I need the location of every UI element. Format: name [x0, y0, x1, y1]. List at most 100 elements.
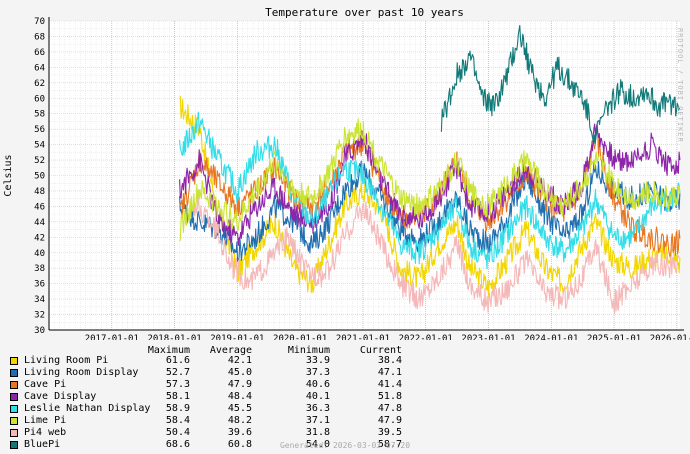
y-tick-label: 60 — [34, 94, 45, 104]
legend-value-avg: 47.9 — [227, 379, 252, 390]
generated-timestamp: Generated: 2026-03-03 07:20 — [279, 441, 411, 450]
legend-value-max: 58.4 — [165, 415, 190, 426]
legend-series-name: Cave Display — [24, 391, 97, 402]
series-line — [179, 160, 681, 263]
y-tick-label: 34 — [34, 295, 45, 305]
legend-value-max: 57.3 — [165, 379, 190, 390]
legend-value-max: 50.4 — [165, 427, 190, 438]
legend-series-name: Cave Pi — [24, 379, 67, 390]
legend-value-min: 54.0 — [305, 439, 330, 450]
legend-value-avg: 45.0 — [227, 367, 252, 378]
legend-value-cur: 51.8 — [377, 391, 402, 402]
y-tick-label: 36 — [34, 280, 45, 290]
legend-series-name: Living Room Pi — [24, 355, 109, 366]
x-tick-label: 2023-01-01 — [461, 334, 515, 340]
y-tick-label: 32 — [34, 311, 45, 321]
rrdtool-watermark: RRDTOOL / TOBI OETIKER — [676, 28, 684, 143]
legend-swatch — [10, 369, 18, 377]
legend-value-avg: 42.1 — [227, 355, 252, 366]
legend-value-max: 58.1 — [165, 391, 190, 402]
legend-swatch — [10, 429, 18, 437]
series-line — [440, 24, 681, 145]
legend-value-max: 61.6 — [165, 355, 190, 366]
legend-header-minimum: Minimum — [287, 345, 330, 356]
legend-value-min: 37.3 — [305, 367, 330, 378]
legend-row: Pi4 web 50.4 39.6 31.8 39.5 — [10, 427, 430, 439]
y-tick-label: 68 — [34, 32, 45, 42]
legend-row: Cave Display 58.1 48.4 40.1 51.8 — [10, 391, 430, 403]
y-tick-label: 70 — [34, 17, 45, 27]
legend-value-cur: 38.4 — [377, 355, 402, 366]
x-tick-label: 2024-01-01 — [524, 334, 578, 340]
legend-swatch — [10, 441, 18, 449]
legend-value-max: 52.7 — [165, 367, 190, 378]
series-line — [179, 118, 681, 242]
y-tick-label: 38 — [34, 264, 45, 274]
legend-value-avg: 39.6 — [227, 427, 252, 438]
legend-value-max: 68.6 — [165, 439, 190, 450]
series-line — [179, 111, 681, 270]
series-line — [192, 197, 680, 315]
chart-title: Temperature over past 10 years — [265, 6, 464, 19]
series-line — [179, 123, 681, 246]
legend-value-cur: 41.4 — [377, 379, 402, 390]
legend-value-cur: 39.5 — [377, 427, 402, 438]
x-tick-label: 2021-01-01 — [336, 334, 390, 340]
legend-row: Lime Pi 58.4 48.2 37.1 47.9 — [10, 415, 430, 427]
legend-value-max: 58.9 — [165, 403, 190, 414]
legend-value-avg: 60.8 — [227, 439, 252, 450]
y-tick-label: 58 — [34, 110, 45, 120]
legend-value-cur: 58.7 — [377, 439, 402, 450]
y-tick-label: 62 — [34, 79, 45, 89]
legend-row: Living Room Display 52.7 45.0 37.3 47.1 — [10, 367, 430, 379]
legend-value-avg: 48.2 — [227, 415, 252, 426]
x-tick-label: 2025-01-01 — [587, 334, 641, 340]
legend-row: Leslie Nathan Display 58.9 45.5 36.3 47.8 — [10, 403, 430, 415]
x-tick-label: 2018-01-01 — [147, 334, 201, 340]
legend-swatch — [10, 405, 18, 413]
legend-value-min: 37.1 — [305, 415, 330, 426]
x-tick-label: 2026-01-01 — [650, 334, 690, 340]
legend-value-cur: 47.1 — [377, 367, 402, 378]
x-tick-label: 2020-01-01 — [273, 334, 327, 340]
legend-value-avg: 45.5 — [227, 403, 252, 414]
y-tick-label: 56 — [34, 125, 45, 135]
y-tick-label: 54 — [34, 141, 45, 151]
y-tick-label: 52 — [34, 156, 45, 166]
legend-series-name: Pi4 web — [24, 427, 67, 438]
legend-value-cur: 47.9 — [377, 415, 402, 426]
legend-series-name: Living Room Display — [24, 367, 139, 378]
series-line — [179, 95, 681, 298]
chart-plot: 30 32 34 36 38 40 42 44 46 48 50 52 54 56 58 60 62 64 66 68… — [3, 6, 690, 340]
legend-value-min: 36.3 — [305, 403, 330, 414]
legend-header-maximum: Maximum — [147, 345, 190, 356]
x-tick-label: 2019-01-01 — [210, 334, 264, 340]
legend-series-name: BluePi — [24, 439, 61, 450]
y-tick-label: 64 — [34, 63, 45, 73]
y-tick-label: 40 — [34, 249, 45, 259]
legend-header-average: Average — [209, 345, 252, 356]
y-tick-label: 50 — [34, 172, 45, 182]
y-tick-label: 42 — [34, 233, 45, 243]
x-tick-label: 2017-01-01 — [85, 334, 139, 340]
legend-swatch — [10, 417, 18, 425]
legend-row: Living Room Pi 61.6 42.1 33.9 38.4 — [10, 355, 430, 367]
legend-row: Cave Pi 57.3 47.9 40.6 41.4 — [10, 379, 430, 391]
legend-value-min: 31.8 — [305, 427, 330, 438]
legend-series-name: Leslie Nathan Display — [24, 403, 151, 414]
legend-value-min: 33.9 — [305, 355, 330, 366]
y-tick-label: 66 — [34, 48, 45, 58]
legend-value-avg: 48.4 — [227, 391, 252, 402]
legend-swatch — [10, 393, 18, 401]
legend-value-min: 40.6 — [305, 379, 330, 390]
y-axis-label: Celsius — [3, 154, 14, 196]
y-tick-label: 46 — [34, 202, 45, 212]
y-tick-label: 48 — [34, 187, 45, 197]
legend-value-cur: 47.8 — [377, 403, 402, 414]
legend-swatch — [10, 357, 18, 365]
legend-series-name: Lime Pi — [24, 415, 67, 426]
x-tick-label: 2022-01-01 — [399, 334, 453, 340]
legend-value-min: 40.1 — [305, 391, 330, 402]
y-tick-label: 30 — [34, 326, 45, 336]
